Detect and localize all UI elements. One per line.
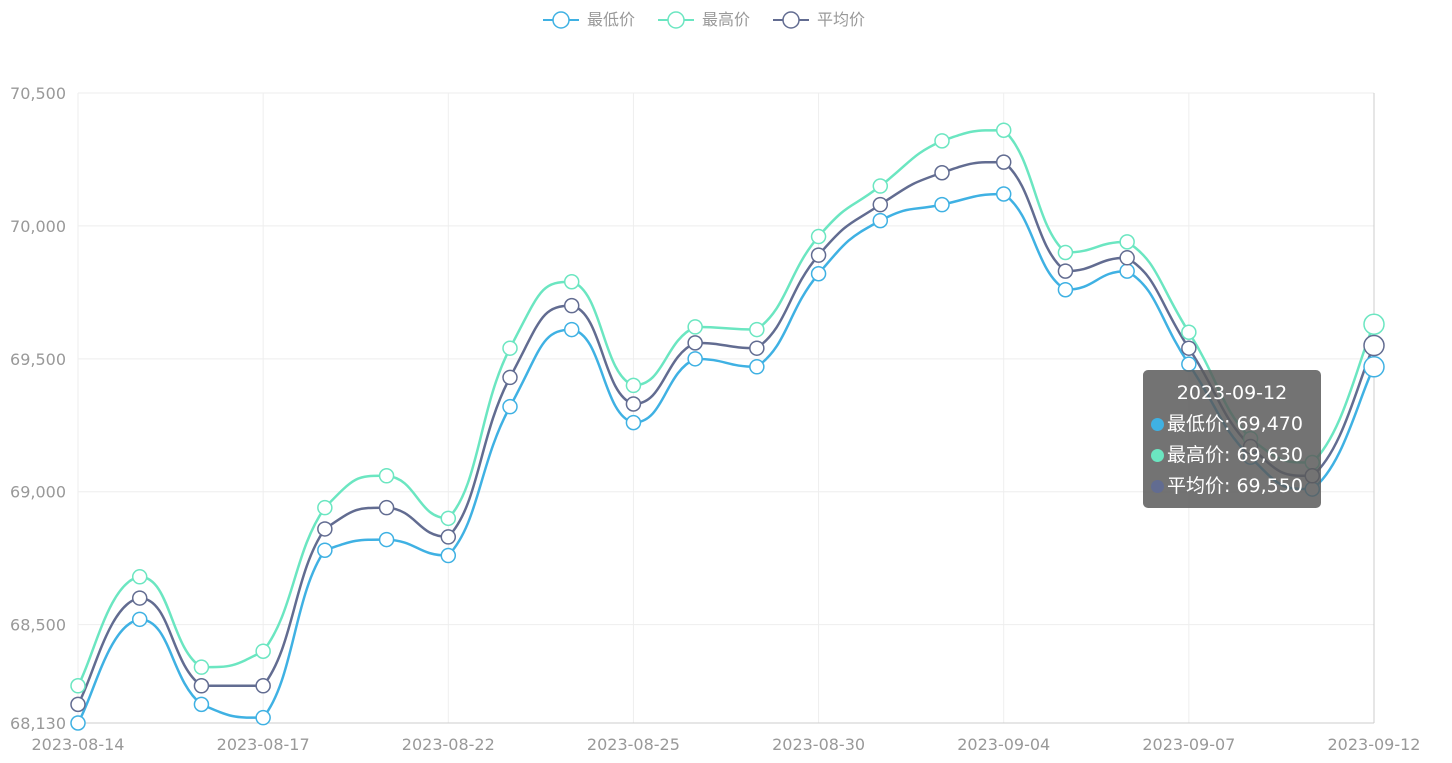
data-point	[502, 398, 518, 415]
data-point	[687, 351, 703, 367]
data-point	[1363, 313, 1385, 336]
tooltip-text: 最低价: 69,470	[1167, 413, 1303, 435]
data-point	[995, 122, 1012, 138]
data-point	[625, 377, 642, 394]
data-point	[1119, 234, 1135, 250]
tooltip-row: 最高价: 69,630	[1151, 440, 1313, 471]
y-tick-label: 69,000	[10, 483, 66, 502]
data-point	[749, 359, 765, 375]
data-point	[563, 297, 580, 314]
legend: 最低价 最高价 平均价	[543, 10, 865, 29]
x-tick-label: 2023-08-17	[217, 735, 310, 754]
legend-label: 最高价	[702, 10, 750, 29]
data-point	[625, 396, 642, 412]
data-point	[995, 186, 1012, 202]
data-point	[1057, 244, 1074, 261]
data-point	[872, 196, 889, 213]
legend-label: 平均价	[817, 10, 865, 29]
data-point	[502, 369, 518, 386]
data-point	[934, 164, 950, 181]
data-point	[934, 133, 950, 149]
data-point	[193, 678, 210, 694]
data-point	[810, 247, 827, 263]
data-point	[1363, 334, 1385, 357]
data-point	[440, 529, 457, 545]
tooltip-title: 2023-09-12	[1176, 382, 1288, 404]
data-point	[131, 611, 148, 628]
tooltip-row: 最低价: 69,470	[1151, 409, 1313, 440]
tooltip: 2023-09-12 最低价: 69,470 最高价: 69,630 平均价: 69…	[1143, 370, 1321, 508]
data-point	[317, 499, 333, 516]
data-point	[70, 715, 86, 731]
data-point	[810, 228, 827, 245]
data-point	[749, 340, 765, 356]
tooltip-dot	[1151, 449, 1164, 462]
data-point	[563, 321, 580, 338]
y-tick-label: 70,500	[10, 84, 66, 103]
legend-marker	[667, 11, 685, 29]
x-tick-label: 2023-09-04	[957, 735, 1050, 754]
y-tick-label: 68,500	[10, 616, 66, 635]
data-point	[1119, 263, 1135, 279]
data-point	[872, 212, 889, 229]
data-point	[193, 696, 210, 713]
data-point	[193, 659, 210, 675]
legend-label: 最低价	[587, 10, 635, 29]
data-point	[70, 678, 86, 694]
x-tick-label: 2023-09-12	[1328, 735, 1421, 754]
data-point	[317, 542, 333, 558]
data-point	[131, 569, 148, 585]
tooltip-text: 平均价: 69,550	[1167, 475, 1303, 497]
data-point	[563, 273, 580, 290]
data-point	[995, 154, 1012, 170]
x-tick-label: 2023-09-07	[1142, 735, 1235, 754]
data-point	[440, 547, 457, 564]
tooltip-row: 平均价: 69,550	[1151, 471, 1313, 502]
data-point	[1363, 356, 1385, 378]
data-point	[625, 414, 642, 431]
y-tick-label: 69,500	[10, 350, 66, 369]
x-tick-label: 2023-08-30	[772, 735, 865, 754]
x-tick-label: 2023-08-22	[402, 735, 495, 754]
data-point	[255, 643, 271, 659]
tooltip-dot	[1151, 418, 1164, 431]
data-point	[502, 340, 518, 356]
data-point	[687, 319, 703, 335]
data-point	[1119, 250, 1135, 266]
data-point	[872, 178, 889, 194]
data-point	[70, 696, 86, 713]
data-point	[1181, 340, 1197, 356]
data-point	[378, 499, 395, 516]
data-point	[440, 510, 457, 527]
y-tick-label: 68,130	[10, 714, 66, 733]
data-point	[255, 709, 271, 726]
tooltip-text: 最高价: 69,630	[1167, 444, 1303, 466]
data-point	[378, 468, 395, 484]
data-point	[749, 321, 765, 338]
data-point	[317, 521, 333, 537]
legend-marker	[552, 11, 570, 29]
data-point	[1057, 281, 1074, 298]
data-point	[687, 335, 703, 351]
y-tick-label: 70,000	[10, 217, 66, 236]
data-point	[810, 266, 827, 282]
x-tick-label: 2023-08-25	[587, 735, 680, 754]
x-tick-label: 2023-08-14	[32, 735, 125, 754]
data-point	[1181, 324, 1197, 340]
legend-marker	[782, 11, 800, 29]
data-point	[934, 196, 950, 213]
data-point	[1057, 263, 1074, 279]
data-point	[255, 678, 271, 694]
data-point	[131, 590, 148, 606]
data-point	[378, 531, 395, 548]
tooltip-dot	[1151, 480, 1164, 493]
